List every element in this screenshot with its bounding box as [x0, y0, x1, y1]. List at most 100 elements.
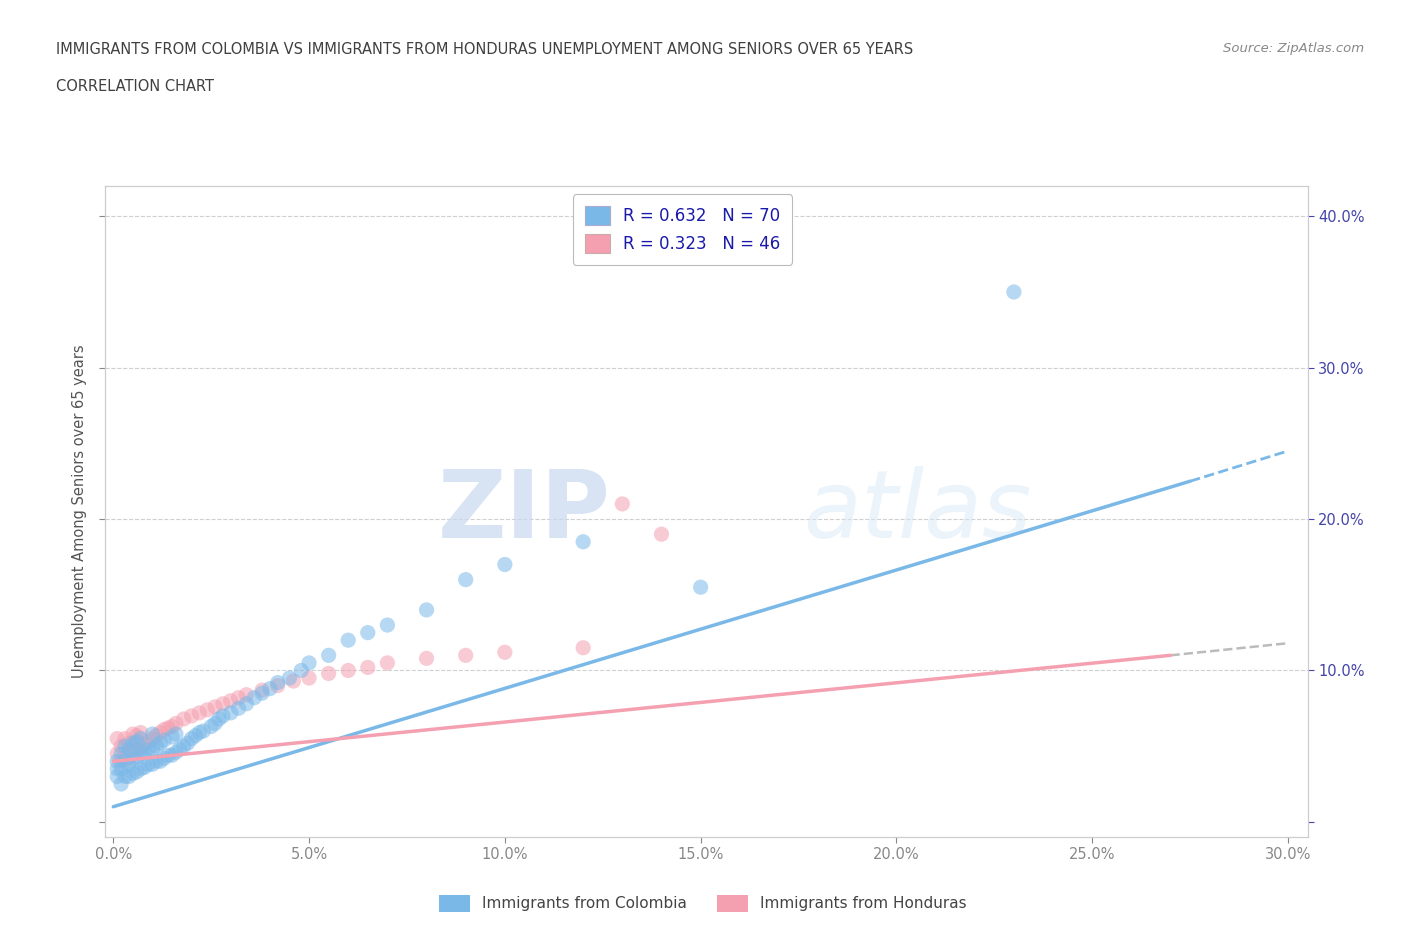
- Point: [494, 557, 516, 572]
- Point: [160, 748, 183, 763]
- Point: [121, 726, 143, 741]
- Point: [125, 743, 148, 758]
- Point: [212, 709, 235, 724]
- Point: [118, 769, 141, 784]
- Point: [267, 675, 290, 690]
- Point: [110, 762, 132, 777]
- Point: [118, 736, 141, 751]
- Point: [125, 764, 148, 779]
- Point: [118, 742, 141, 757]
- Point: [149, 736, 172, 751]
- Point: [129, 731, 152, 746]
- Point: [105, 731, 128, 746]
- Point: [243, 690, 266, 705]
- Legend: Immigrants from Colombia, Immigrants from Honduras: Immigrants from Colombia, Immigrants fro…: [433, 889, 973, 918]
- Point: [110, 746, 132, 761]
- Point: [298, 656, 321, 671]
- Point: [121, 736, 143, 751]
- Point: [337, 632, 360, 647]
- Point: [165, 745, 187, 760]
- Point: [165, 716, 187, 731]
- Point: [357, 625, 380, 640]
- Point: [149, 754, 172, 769]
- Point: [118, 751, 141, 765]
- Point: [121, 751, 143, 765]
- Point: [184, 728, 207, 743]
- Point: [121, 766, 143, 781]
- Point: [141, 757, 163, 772]
- Point: [219, 693, 242, 708]
- Point: [235, 697, 257, 711]
- Point: [267, 678, 290, 693]
- Point: [188, 725, 211, 740]
- Point: [105, 762, 128, 777]
- Point: [250, 683, 273, 698]
- Point: [318, 648, 340, 663]
- Y-axis label: Unemployment Among Seniors over 65 years: Unemployment Among Seniors over 65 years: [72, 345, 87, 678]
- Point: [153, 733, 176, 748]
- Point: [153, 751, 176, 765]
- Point: [180, 709, 202, 724]
- Point: [377, 618, 399, 632]
- Point: [134, 760, 156, 775]
- Point: [250, 685, 273, 700]
- Point: [176, 736, 198, 751]
- Point: [612, 497, 634, 512]
- Point: [195, 702, 218, 717]
- Point: [165, 726, 187, 741]
- Point: [160, 730, 183, 745]
- Point: [228, 701, 250, 716]
- Point: [180, 731, 202, 746]
- Legend: R = 0.632   N = 70, R = 0.323   N = 46: R = 0.632 N = 70, R = 0.323 N = 46: [574, 194, 792, 264]
- Point: [337, 663, 360, 678]
- Point: [188, 706, 211, 721]
- Point: [572, 535, 595, 550]
- Point: [290, 663, 312, 678]
- Point: [278, 671, 301, 685]
- Point: [110, 738, 132, 753]
- Point: [114, 769, 136, 784]
- Point: [134, 737, 156, 752]
- Point: [208, 711, 231, 726]
- Point: [415, 651, 437, 666]
- Point: [377, 656, 399, 671]
- Point: [145, 728, 167, 743]
- Point: [129, 725, 152, 740]
- Point: [259, 681, 281, 696]
- Point: [689, 579, 711, 594]
- Point: [105, 754, 128, 769]
- Point: [105, 769, 128, 784]
- Point: [494, 644, 516, 659]
- Point: [118, 757, 141, 772]
- Point: [650, 526, 672, 541]
- Point: [160, 719, 183, 734]
- Text: atlas: atlas: [803, 466, 1031, 557]
- Point: [121, 742, 143, 757]
- Point: [454, 648, 477, 663]
- Point: [105, 746, 128, 761]
- Point: [572, 641, 595, 656]
- Point: [298, 671, 321, 685]
- Point: [357, 660, 380, 675]
- Point: [141, 726, 163, 741]
- Point: [318, 666, 340, 681]
- Text: CORRELATION CHART: CORRELATION CHART: [56, 79, 214, 94]
- Text: IMMIGRANTS FROM COLOMBIA VS IMMIGRANTS FROM HONDURAS UNEMPLOYMENT AMONG SENIORS : IMMIGRANTS FROM COLOMBIA VS IMMIGRANTS F…: [56, 42, 914, 57]
- Point: [138, 757, 160, 772]
- Point: [138, 734, 160, 749]
- Point: [157, 748, 180, 763]
- Point: [134, 745, 156, 760]
- Point: [145, 738, 167, 753]
- Point: [200, 719, 222, 734]
- Point: [129, 740, 152, 755]
- Point: [114, 731, 136, 746]
- Point: [141, 742, 163, 757]
- Point: [149, 725, 172, 740]
- Point: [193, 724, 215, 738]
- Point: [145, 754, 167, 769]
- Point: [204, 699, 226, 714]
- Point: [173, 711, 195, 726]
- Point: [173, 738, 195, 753]
- Point: [110, 777, 132, 791]
- Point: [125, 728, 148, 743]
